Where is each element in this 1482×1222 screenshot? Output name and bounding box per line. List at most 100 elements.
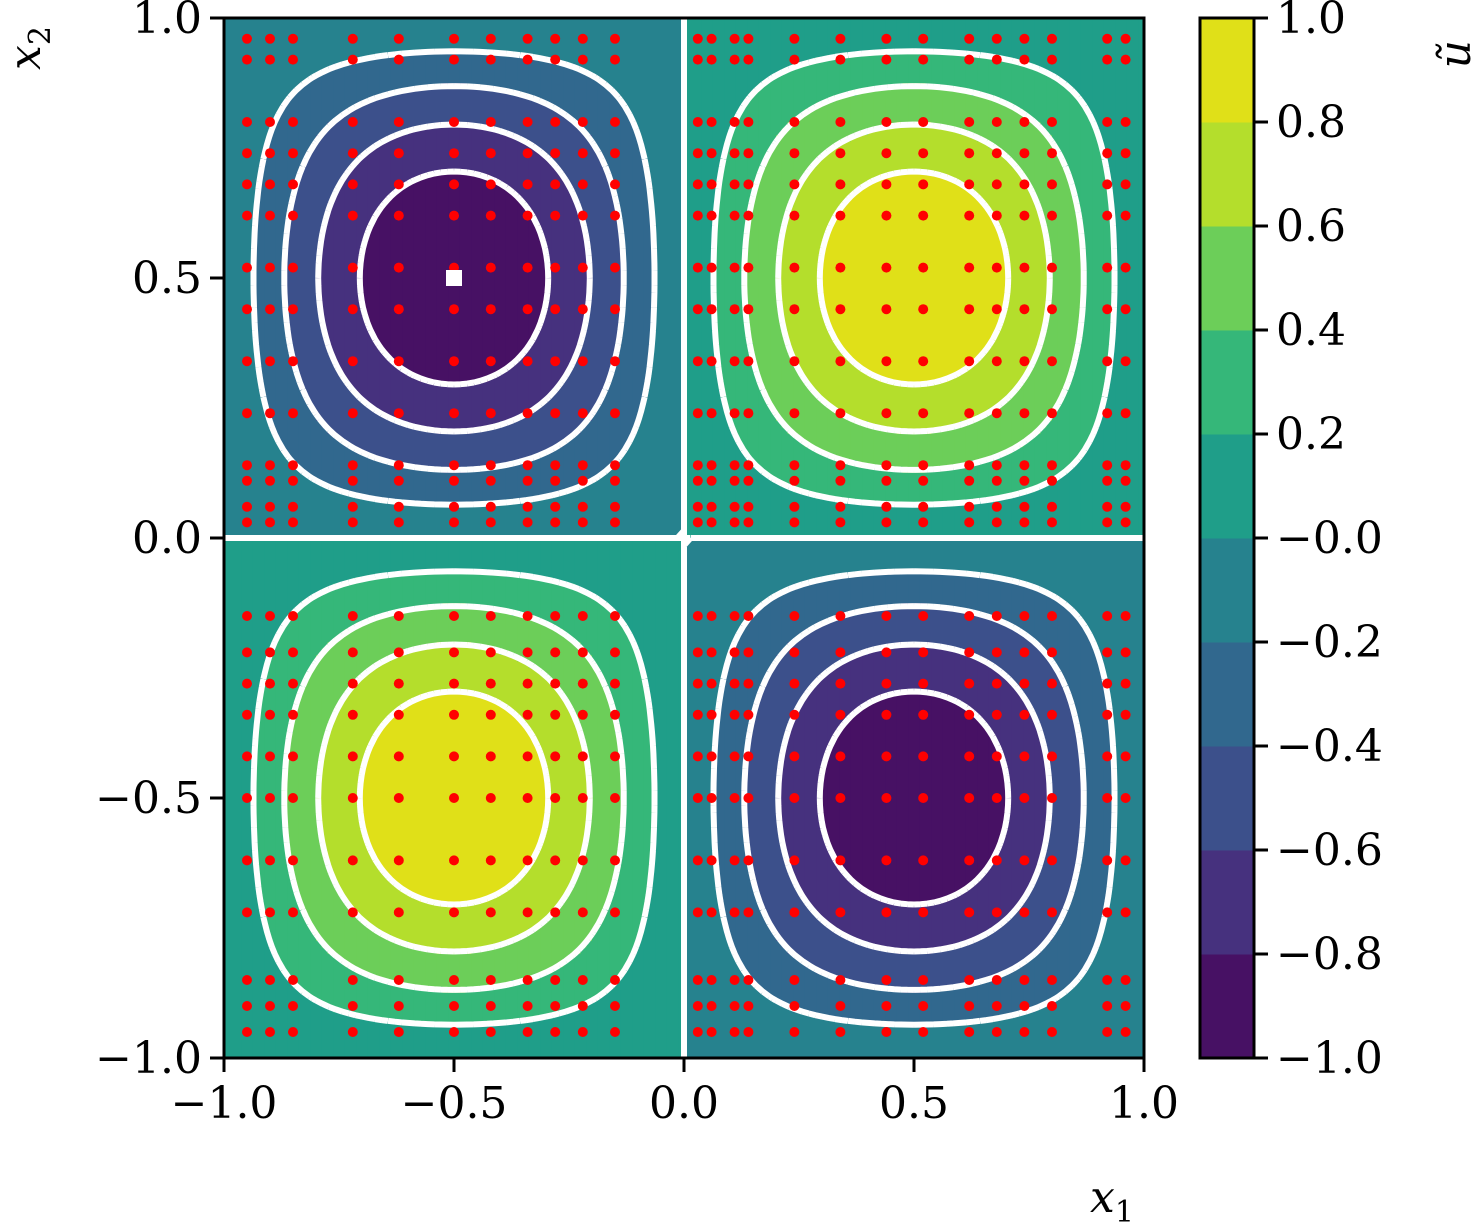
heatmap-cell [241,564,247,571]
heatmap-cell [339,974,345,981]
heatmap-cell [293,135,299,142]
heatmap-cell [379,161,385,168]
heatmap-cell [368,129,374,136]
heatmap-cell [310,681,316,688]
heatmap-cell [316,961,322,968]
heatmap-cell [230,265,236,272]
heatmap-cell [270,168,276,175]
heatmap-cell [333,740,339,747]
heatmap-cell [293,278,299,285]
heatmap-cell [293,844,299,851]
heatmap-cell [316,174,322,181]
heatmap-cell [299,668,305,675]
heatmap-cell [287,369,293,376]
heatmap-cell [259,824,265,831]
heatmap-cell [374,129,380,136]
heatmap-cell [276,675,282,682]
heatmap-cell [345,772,351,779]
heatmap-cell [379,233,385,240]
heatmap-cell [241,246,247,253]
heatmap-cell [236,740,242,747]
heatmap-cell [299,194,305,201]
heatmap-cell [299,330,305,337]
heatmap-cell [316,1045,322,1052]
heatmap-cell [310,428,316,435]
heatmap-cell [236,629,242,636]
heatmap-cell [259,337,265,344]
heatmap-cell [379,168,385,175]
heatmap-cell [322,252,328,259]
heatmap-cell [316,512,322,519]
heatmap-cell [374,766,380,773]
heatmap-cell [310,363,316,370]
heatmap-cell [247,896,253,903]
heatmap-cell [230,987,236,994]
heatmap-cell [310,636,316,643]
heatmap-cell [374,44,380,51]
heatmap-cell [259,987,265,994]
heatmap-cell [362,1032,368,1039]
heatmap-cell [299,480,305,487]
heatmap-cell [368,1045,374,1052]
heatmap-cell [253,454,259,461]
heatmap-cell [236,103,242,110]
heatmap-cell [230,343,236,350]
heatmap-cell [287,987,293,994]
heatmap-cell [253,44,259,51]
heatmap-cell [230,415,236,422]
heatmap-cell [339,122,345,129]
heatmap-cell [270,194,276,201]
heatmap-cell [236,356,242,363]
heatmap-cell [328,272,334,279]
heatmap-cell [305,649,311,656]
heatmap-cell [374,161,380,168]
heatmap-cell [305,714,311,721]
heatmap-cell [299,941,305,948]
heatmap-cell [253,610,259,617]
heatmap-cell [339,1000,345,1007]
heatmap-cell [282,512,288,519]
heatmap-cell [333,51,339,58]
heatmap-cell [270,252,276,259]
heatmap-cell [339,402,345,409]
heatmap-cell [236,408,242,415]
heatmap-cell [299,402,305,409]
heatmap-cell [299,272,305,279]
heatmap-cell [247,64,253,71]
heatmap-cell [230,272,236,279]
heatmap-cell [333,980,339,987]
heatmap-cell [328,831,334,838]
heatmap-cell [236,168,242,175]
heatmap-cell [379,844,385,851]
heatmap-cell [305,1013,311,1020]
heatmap-cell [282,928,288,935]
heatmap-cell [236,506,242,513]
heatmap-cell [339,499,345,506]
heatmap-cell [241,402,247,409]
heatmap-cell [379,376,385,383]
heatmap-cell [339,662,345,669]
heatmap-cell [379,447,385,454]
heatmap-cell [276,512,282,519]
heatmap-cell [247,688,253,695]
heatmap-cell [362,330,368,337]
heatmap-cell [379,740,385,747]
heatmap-cell [339,220,345,227]
heatmap-cell [397,694,403,701]
heatmap-cell [305,980,311,987]
heatmap-cell [293,831,299,838]
heatmap-cell [230,51,236,58]
heatmap-cell [305,480,311,487]
heatmap-cell [247,883,253,890]
heatmap-cell [328,681,334,688]
heatmap-cell [333,285,339,292]
heatmap-cell [339,415,345,422]
heatmap-cell [259,519,265,526]
heatmap-cell [236,467,242,474]
heatmap-cell [276,980,282,987]
heatmap-cell [345,77,351,84]
heatmap-cell [230,317,236,324]
heatmap-cell [287,941,293,948]
heatmap-cell [385,519,391,526]
heatmap-cell [316,194,322,201]
